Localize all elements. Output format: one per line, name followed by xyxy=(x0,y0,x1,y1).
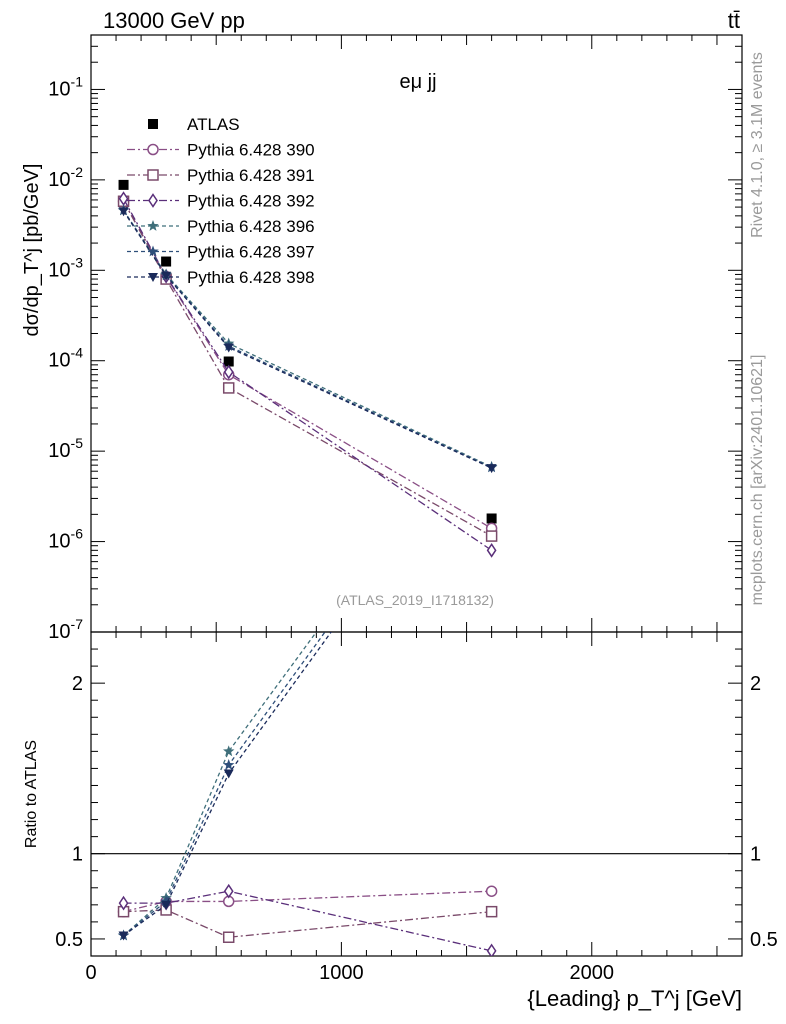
data-point xyxy=(486,513,497,524)
data-point xyxy=(223,883,234,899)
legend-entry: Pythia 6.428 396 xyxy=(187,217,315,236)
ratio-series-line xyxy=(123,632,326,937)
svg-text:Ratio to ATLAS: Ratio to ATLAS xyxy=(23,740,40,848)
x-axis-label: {Leading} p_T^j [GeV] xyxy=(527,986,742,1011)
data-point xyxy=(222,382,235,394)
y-tick-label: 10-1 xyxy=(48,73,83,100)
ratio-tick-label-right: 1 xyxy=(750,844,761,866)
data-point xyxy=(223,759,235,770)
data-point xyxy=(223,769,234,779)
header-right-title: tt̄ xyxy=(728,8,740,33)
data-point xyxy=(148,193,158,208)
data-point xyxy=(223,343,234,353)
y-tick-label: 10-7 xyxy=(48,616,83,643)
ratio-tick-label-right: 0.5 xyxy=(750,929,778,951)
y-tick-label: 10-2 xyxy=(48,164,83,191)
data-point xyxy=(147,143,159,156)
ratio-series-layer xyxy=(117,387,498,956)
y-tick-label: 10-5 xyxy=(48,435,83,462)
data-point xyxy=(147,169,159,181)
data-point xyxy=(486,943,497,956)
data-point xyxy=(161,256,172,267)
y-tick-label: 10-4 xyxy=(48,345,83,372)
data-point xyxy=(118,895,129,911)
data-point xyxy=(118,931,129,941)
x-tick-label: 0 xyxy=(85,962,96,984)
data-point xyxy=(223,356,234,367)
series-line xyxy=(122,200,492,537)
data-point xyxy=(486,542,497,558)
legend-entry: Pythia 6.428 398 xyxy=(187,268,315,287)
svg-text:Rivet 4.1.0, ≥ 3.1M events: Rivet 4.1.0, ≥ 3.1M events xyxy=(749,52,766,238)
rivet-side-label: Rivet 4.1.0, ≥ 3.1M events xyxy=(749,52,766,238)
ratio-tick-label-right: 2 xyxy=(750,673,761,695)
data-point xyxy=(118,207,129,217)
main-series-layer xyxy=(117,179,498,558)
legend-entry: Pythia 6.428 397 xyxy=(187,243,315,262)
ratio-series-line xyxy=(123,890,492,913)
data-point xyxy=(486,387,497,398)
data-point xyxy=(486,464,497,474)
legend-entry: Pythia 6.428 390 xyxy=(187,141,315,160)
data-point xyxy=(118,179,129,190)
data-point xyxy=(161,271,172,281)
legend-entry: Pythia 6.428 392 xyxy=(187,192,315,211)
svg-text:mcplots.cern.ch [arXiv:2401.10: mcplots.cern.ch [arXiv:2401.10621] xyxy=(749,355,766,606)
data-point xyxy=(223,364,234,380)
data-point xyxy=(485,885,498,897)
series-line xyxy=(122,198,492,551)
main-y-axis-label: dσ/dp_T^j [pb/GeV] xyxy=(21,164,43,337)
legend-entry: ATLAS xyxy=(187,115,240,134)
x-tick-label: 2000 xyxy=(570,962,615,984)
y-tick-label: 10-6 xyxy=(48,526,83,553)
data-point xyxy=(148,273,158,282)
data-point xyxy=(161,900,172,910)
series-line xyxy=(123,210,492,469)
ratio-tick-label: 2 xyxy=(72,673,83,695)
legend: ATLAS Pythia 6.428 390 Pythia 6.428 391 Pyt… xyxy=(127,115,315,287)
data-point xyxy=(147,220,159,231)
svg-text:dσ/dp_T^j [pb/GeV]: dσ/dp_T^j [pb/GeV] xyxy=(21,164,43,337)
x-tick-label: 1000 xyxy=(319,962,364,984)
legend-entry: Pythia 6.428 391 xyxy=(187,166,315,185)
ratio-y-axis-label: Ratio to ATLAS xyxy=(23,740,40,848)
ratio-tick-label: 1 xyxy=(72,844,83,866)
y-tick-label: 10-3 xyxy=(48,254,83,281)
header-left-title: 13000 GeV pp xyxy=(103,8,245,33)
mcplots-side-label: mcplots.cern.ch [arXiv:2401.10621] xyxy=(749,355,766,606)
main-panel-title: eμ jj xyxy=(399,71,436,93)
data-point xyxy=(486,396,497,407)
ratio-series-line xyxy=(123,909,492,938)
analysis-watermark: (ATLAS_2019_I1718132) xyxy=(336,592,494,608)
ratio-axes: 0.5 0.5 1 1 2 2 xyxy=(55,631,778,951)
data-point xyxy=(223,745,235,757)
ratio-series-line xyxy=(123,632,318,937)
ratio-series-line xyxy=(123,632,332,937)
data-point xyxy=(147,245,159,257)
data-point xyxy=(487,406,497,415)
data-point xyxy=(222,931,235,943)
data-point xyxy=(485,530,498,542)
data-point xyxy=(148,119,158,129)
data-point xyxy=(485,905,498,918)
ratio-panel-frame xyxy=(90,631,743,957)
ratio-series-line xyxy=(123,890,492,952)
ratio-tick-label: 0.5 xyxy=(55,929,83,951)
